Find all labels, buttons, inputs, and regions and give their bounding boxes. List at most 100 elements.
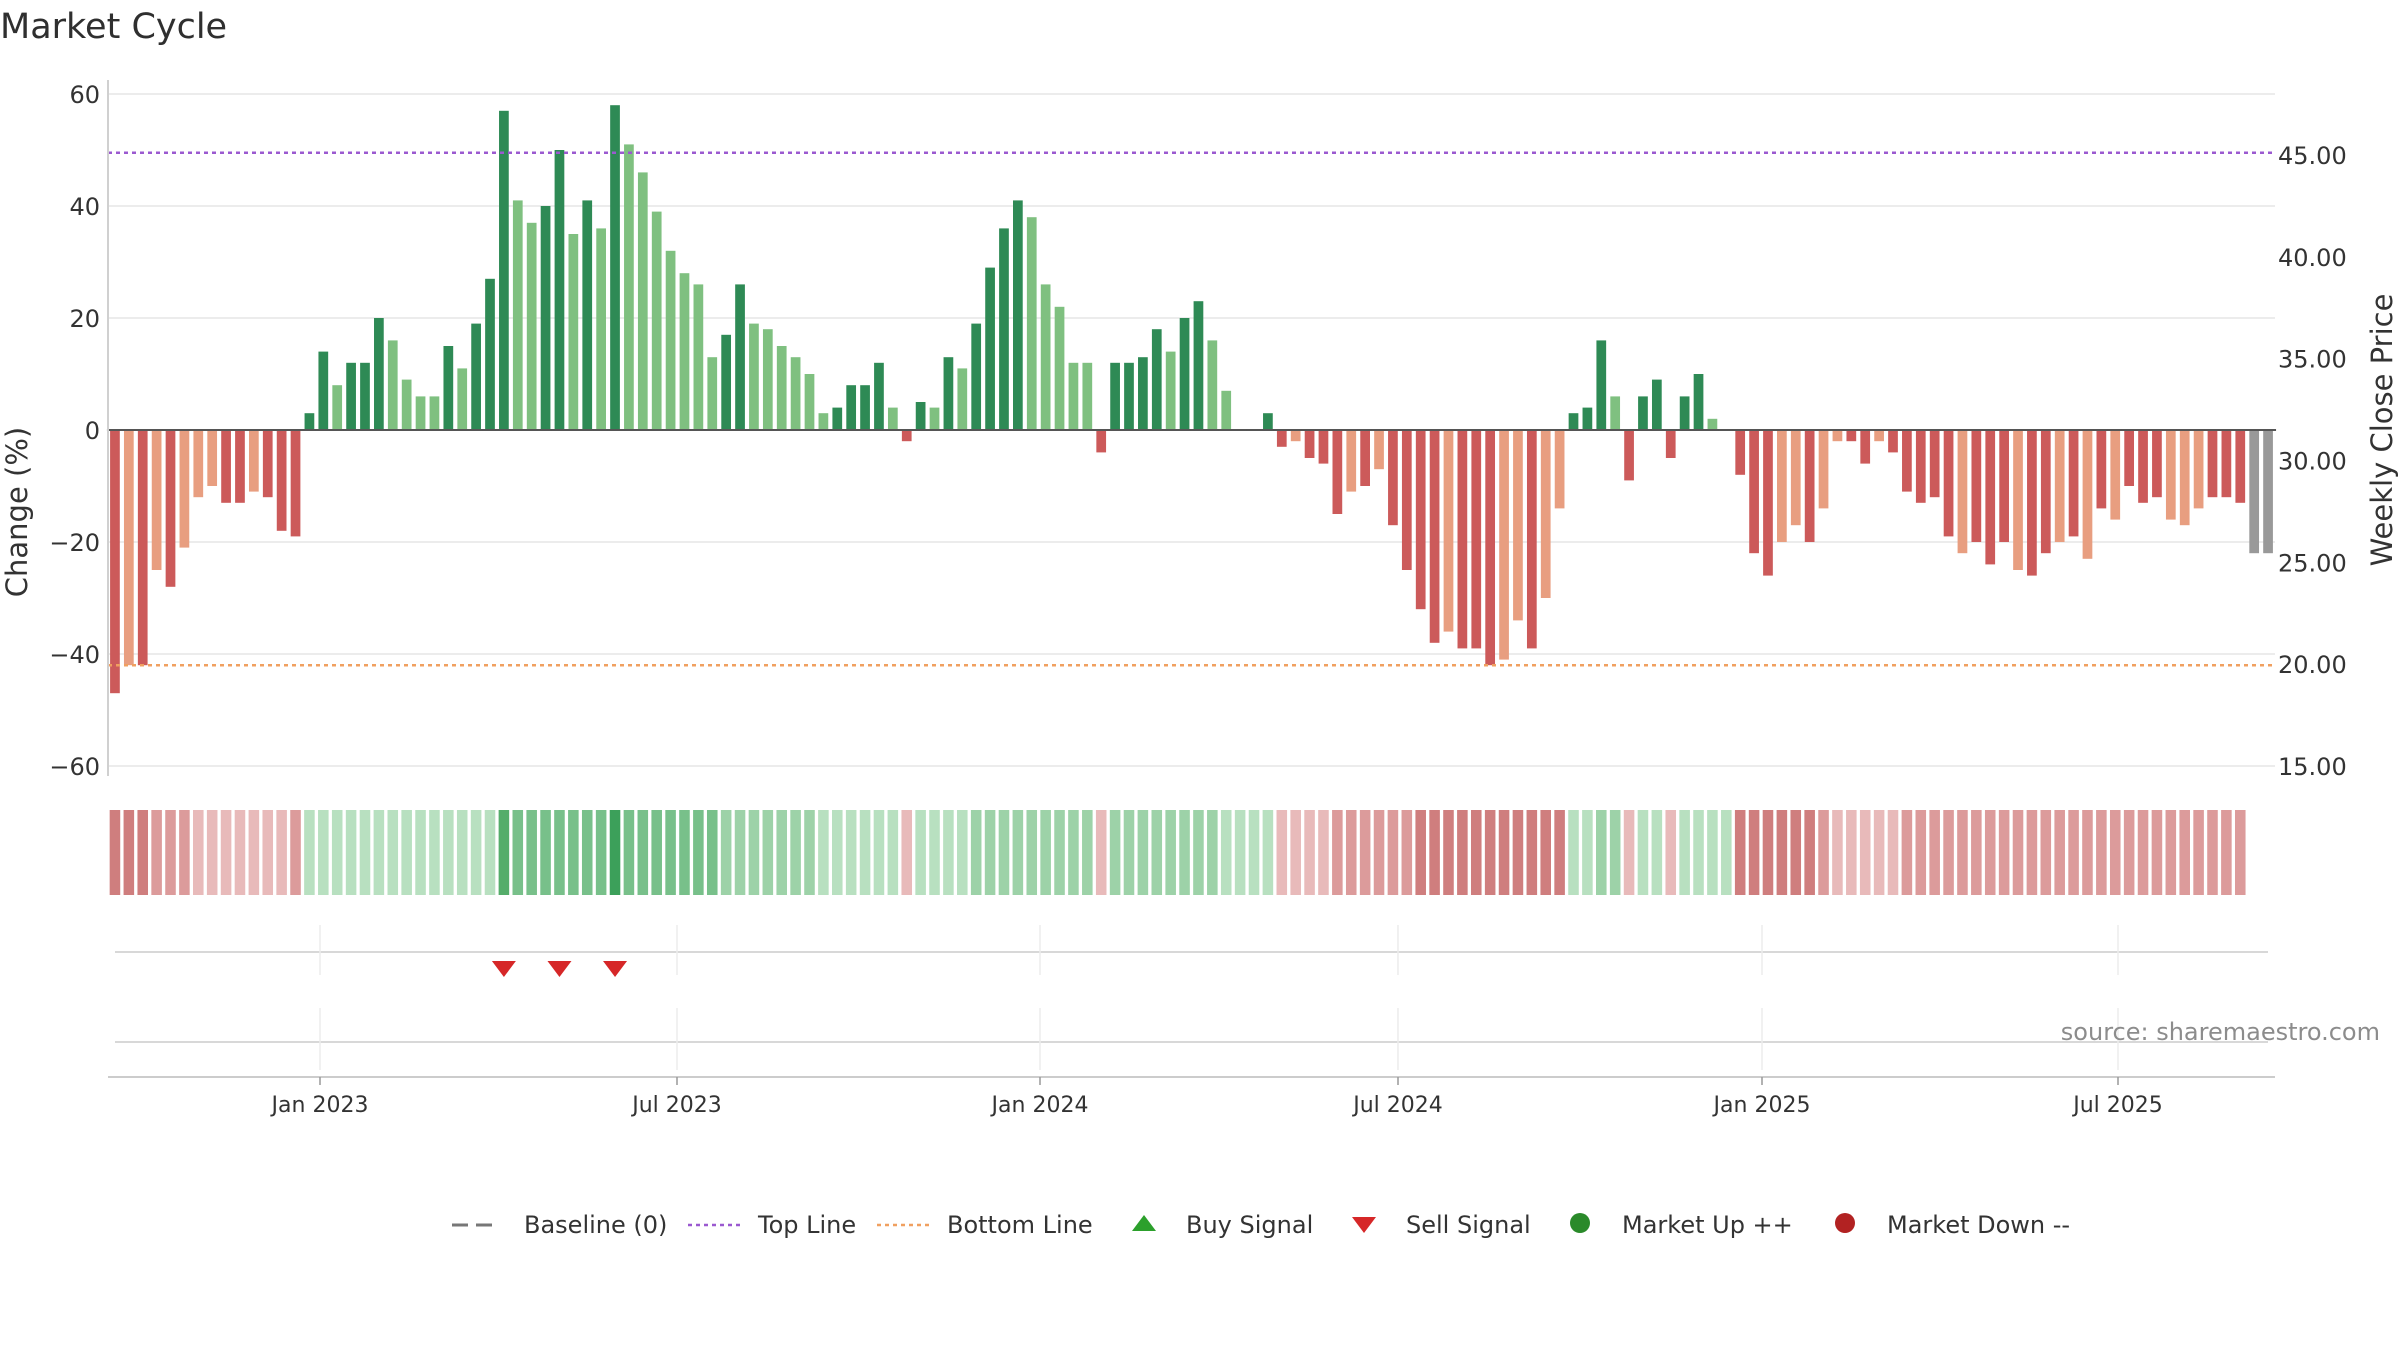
heat-cell (484, 810, 496, 895)
change-bar (1110, 362, 1120, 430)
change-bar (1832, 430, 1843, 442)
heat-cell (220, 810, 232, 895)
change-bar (846, 385, 857, 430)
heat-cell (1901, 810, 1913, 895)
heat-cell (1859, 810, 1871, 895)
heat-cell (206, 810, 218, 895)
change-bar (1638, 396, 1648, 430)
heat-cell (1387, 810, 1399, 895)
change-bar (568, 234, 579, 430)
change-bar (832, 407, 843, 430)
heat-cell (1596, 810, 1607, 895)
heat-cell (151, 810, 162, 895)
change-bar (1902, 430, 1912, 492)
heat-cell (554, 810, 565, 895)
change-bar (957, 368, 968, 430)
heat-cell (1359, 810, 1371, 895)
heat-cell (1679, 810, 1690, 895)
change-bar (193, 430, 204, 498)
heat-cell (1665, 810, 1677, 895)
change-bar (235, 430, 245, 503)
change-bar (1651, 379, 1662, 430)
heat-cell (1846, 810, 1857, 895)
heat-cell (693, 810, 704, 895)
heat-cell (1248, 810, 1260, 895)
heat-cell (179, 810, 190, 895)
change-bar (790, 357, 801, 430)
change-bar (1763, 430, 1773, 576)
change-bar (123, 430, 134, 666)
heat-cell (665, 810, 676, 895)
change-bar (735, 284, 745, 430)
heat-cell (109, 810, 121, 895)
heat-cell (1012, 810, 1024, 895)
heat-cell (526, 810, 537, 895)
heat-cell (2151, 810, 2163, 895)
change-bar (554, 150, 565, 430)
change-bar (2249, 430, 2260, 554)
change-bar (762, 329, 773, 430)
change-bar (1221, 390, 1232, 430)
heat-cell (1651, 810, 1663, 895)
change-bar (2152, 430, 2162, 498)
date-axis: Jan 2023 Jul 2023 Jan 2024 Jul 2024 Jan 2025… (270, 925, 2163, 1118)
change-bar (1735, 430, 1746, 475)
change-bar (637, 172, 648, 430)
heat-cell (859, 810, 871, 895)
change-bar (1124, 362, 1134, 430)
heat-cell (957, 810, 968, 895)
heat-cell (318, 810, 329, 895)
heat-cell (1637, 810, 1649, 895)
change-bar (1485, 430, 1496, 666)
sell-signal-marker (547, 961, 572, 977)
change-bars (110, 105, 2273, 694)
change-bar (1151, 329, 1162, 430)
legend-label: Baseline (0) (524, 1211, 667, 1239)
heat-cell (1193, 810, 1204, 895)
heat-cell (415, 810, 426, 895)
change-bar (1346, 430, 1357, 492)
change-bar (1332, 430, 1343, 514)
heat-cell (762, 810, 774, 895)
right-tick-label: 15.00 (2278, 753, 2347, 781)
change-bar (485, 278, 495, 430)
change-bar (2124, 430, 2135, 486)
change-bar (1443, 430, 1454, 632)
heat-cell (1401, 810, 1413, 895)
change-bar (512, 200, 523, 430)
heat-cell (1026, 810, 1038, 895)
change-bar (1415, 430, 1426, 610)
heat-cell (1137, 810, 1149, 895)
left-tick-label: −60 (49, 753, 100, 781)
change-bar (1943, 430, 1954, 537)
left-tick-label: −20 (49, 529, 100, 557)
heat-cell (1109, 810, 1121, 895)
change-bar (1054, 306, 1065, 430)
change-bar (1554, 430, 1565, 509)
change-bar (1568, 413, 1579, 430)
change-bar (429, 396, 440, 430)
change-bar (1026, 217, 1037, 430)
change-bar (1013, 200, 1023, 430)
heat-cell (1290, 810, 1301, 895)
change-bar (749, 323, 759, 430)
change-bar (1582, 407, 1593, 430)
legend-buy-signal-swatch (1132, 1215, 1156, 1231)
change-bar (915, 402, 926, 430)
sell-signal-marker (603, 961, 628, 977)
heat-cell (1484, 810, 1496, 895)
heat-cell (1998, 810, 2010, 895)
heat-cell (1748, 810, 1760, 895)
change-bar (2221, 430, 2232, 498)
heat-cell (1512, 810, 1524, 895)
left-tick-label: 0 (85, 417, 100, 445)
heat-cell (1095, 810, 1107, 895)
change-bar (304, 413, 315, 430)
heat-cell (512, 810, 524, 895)
legend-label: Top Line (757, 1211, 856, 1239)
change-bar (2263, 430, 2273, 554)
heat-cell (193, 810, 204, 895)
change-bar (1138, 357, 1148, 430)
heat-cell (373, 810, 385, 895)
heat-cell (595, 810, 607, 895)
